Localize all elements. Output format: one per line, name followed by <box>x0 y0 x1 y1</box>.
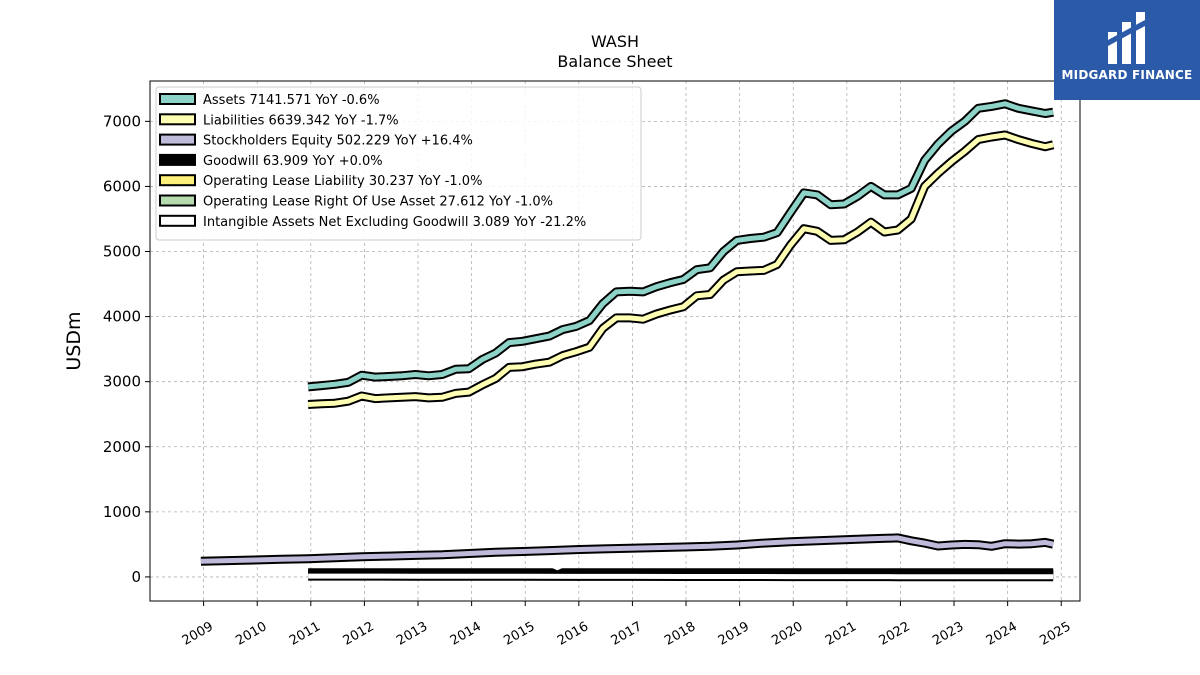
x-tick-label: 2024 <box>984 619 1020 649</box>
x-tick-label: 2020 <box>769 619 805 649</box>
y-tick-label: 2000 <box>103 438 141 456</box>
series-stockholders-equity <box>200 533 1055 566</box>
series-intangible-assets-net-excluding-goodwill <box>308 571 1054 582</box>
x-tick-label: 2010 <box>233 619 269 649</box>
series-line <box>308 573 1054 580</box>
plot-frame <box>149 80 1081 602</box>
legend-entry: Intangible Assets Net Excluding Goodwill… <box>203 215 586 230</box>
x-tick-label: 2017 <box>609 619 645 649</box>
x-tick-label: 2025 <box>1037 619 1073 649</box>
y-tick-label: 3000 <box>103 373 141 391</box>
x-tick-label: 2022 <box>877 619 913 649</box>
x-tick-label: 2019 <box>716 619 752 649</box>
chart-subtitle: Balance Sheet <box>557 52 672 71</box>
legend-swatch <box>159 194 196 207</box>
chart-title: WASH <box>591 32 639 51</box>
series-line <box>200 535 1054 564</box>
legend-entry: Goodwill 63.909 YoY +0.0% <box>203 154 383 169</box>
x-tick-label: 2011 <box>287 619 323 649</box>
x-tick-label: 2015 <box>501 619 537 649</box>
brand-name: MIDGARD FINANCE <box>1061 68 1193 82</box>
legend-swatch <box>159 214 196 227</box>
y-tick-label: 7000 <box>103 112 141 130</box>
logo-mark-icon <box>1108 12 1145 64</box>
series-liabilities <box>307 130 1055 409</box>
x-tick-label: 2013 <box>394 619 430 649</box>
legend-swatch <box>159 133 196 146</box>
x-tick-label: 2014 <box>448 619 484 649</box>
y-tick-label: 6000 <box>103 177 141 195</box>
legend-entry: Operating Lease Right Of Use Asset 27.61… <box>203 195 553 210</box>
x-axis: 2009 2010 2011 2012 2013 2014 2015 2016 2017 2018… <box>180 601 1074 649</box>
legend-entry: Assets 7141.571 YoY -0.6% <box>203 93 380 108</box>
legend-entry: Stockholders Equity 502.229 YoY +16.4% <box>203 134 473 149</box>
y-tick-label: 0 <box>131 568 141 586</box>
legend-swatch <box>159 113 196 126</box>
x-tick-label: 2023 <box>930 619 966 649</box>
series-line <box>307 132 1054 407</box>
y-tick-label: 4000 <box>103 308 141 326</box>
x-tick-label: 2018 <box>662 619 698 649</box>
x-tick-label: 2012 <box>341 619 377 649</box>
legend-entry: Liabilities 6639.342 YoY -1.7% <box>203 113 399 128</box>
legend-box <box>155 86 642 241</box>
legend: Assets 7141.571 YoY -0.6% Liabilities 663… <box>155 86 642 241</box>
legend-entry: Operating Lease Liability 30.237 YoY -1.… <box>203 174 482 189</box>
legend-swatch <box>159 153 196 166</box>
x-tick-label: 2009 <box>180 619 216 649</box>
brand-logo: MIDGARD FINANCE <box>1054 0 1200 100</box>
x-tick-label: 2021 <box>823 619 859 649</box>
series-assets <box>307 99 1054 392</box>
legend-swatch <box>159 93 196 105</box>
legend-swatch <box>159 174 196 187</box>
y-tick-label: 5000 <box>103 243 141 261</box>
y-axis: 0 1000 2000 3000 4000 5000 6000 7000 <box>103 112 150 586</box>
x-tick-label: 2016 <box>555 619 591 649</box>
y-axis-label: USDm <box>63 311 85 370</box>
series-line <box>307 101 1054 390</box>
y-tick-label: 1000 <box>103 503 141 521</box>
series-layer <box>200 99 1055 582</box>
